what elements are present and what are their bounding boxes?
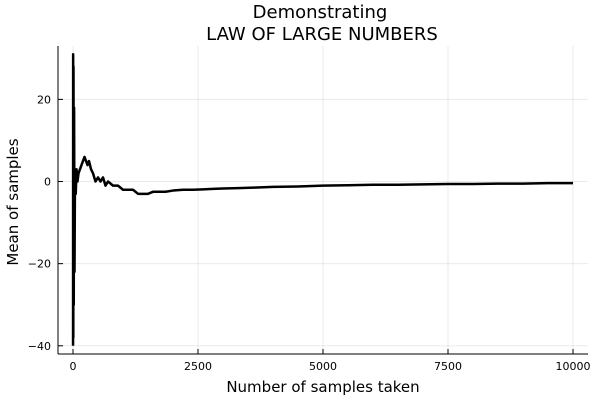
x-tick-label: 2500 <box>184 360 212 373</box>
chart-title-line-2: LAW OF LARGE NUMBERS <box>206 24 438 45</box>
y-tick-label: 0 <box>44 176 51 189</box>
grid-lines <box>58 46 588 354</box>
series-line <box>71 52 573 346</box>
y-axis-label: Mean of samples <box>4 138 22 265</box>
y-tick-label: −40 <box>28 340 51 353</box>
x-tick-label: 5000 <box>309 360 337 373</box>
chart-title-line-1: Demonstrating <box>253 2 388 23</box>
x-tick-label: 7500 <box>434 360 462 373</box>
series-layer <box>71 52 573 346</box>
y-tick-label: 20 <box>37 93 51 106</box>
x-tick-label: 0 <box>70 360 77 373</box>
x-axis-label: Number of samples taken <box>226 378 419 396</box>
y-tick-label: −20 <box>28 258 51 271</box>
ticks: 0 2500 5000 7500 10000 −40 −20 0 20 <box>28 93 591 373</box>
x-tick-label: 10000 <box>556 360 591 373</box>
